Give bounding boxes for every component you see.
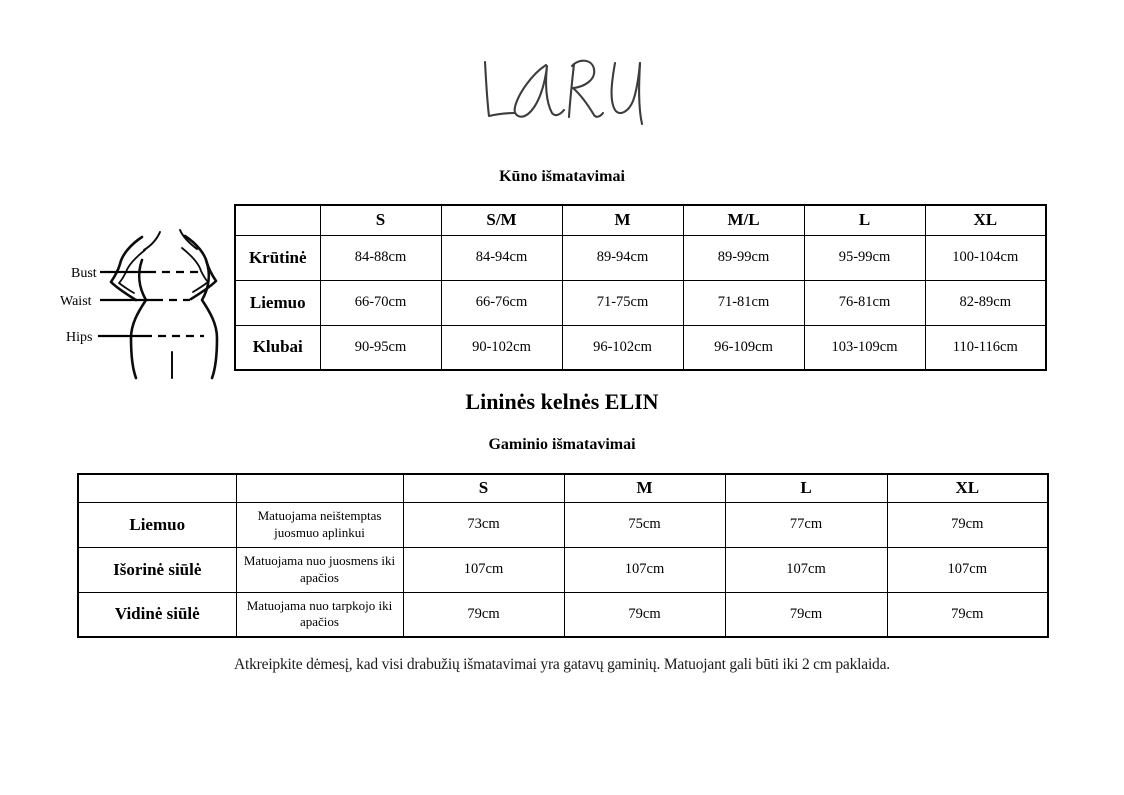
table-row: Išorinė siūlė Matuojama nuo juosmens iki… [77,546,1049,593]
table-header-row: S M L XL [77,473,1049,503]
description-cell: Matuojama nuo tarpkojo iki apačios [235,591,404,638]
tolerance-disclaimer: Atkreipkite dėmesį, kad visi drabužių iš… [234,656,890,673]
size-column-header: XL [924,204,1047,236]
value-cell: 71-81cm [682,279,805,326]
brand-logo [0,52,1124,136]
product-measurements-subtitle: Gaminio išmatavimai [488,436,636,453]
description-cell: Matuojama neištemptas juosmuo aplinkui [235,501,404,548]
value-cell: 89-99cm [682,234,805,281]
value-cell: 79cm [886,591,1049,638]
value-cell: 107cm [402,546,565,593]
table-row: Liemuo Matuojama neištemptas juosmuo apl… [77,501,1049,548]
value-cell: 90-102cm [440,324,563,371]
product-title: Lininės kelnės ELIN [465,389,659,414]
value-cell: 100-104cm [924,234,1047,281]
row-label: Krūtinė [234,234,321,281]
row-label: Liemuo [77,501,237,548]
value-cell: 90-95cm [319,324,442,371]
value-cell: 96-102cm [561,324,684,371]
value-cell: 107cm [886,546,1049,593]
value-cell: 77cm [724,501,888,548]
value-cell: 79cm [402,591,565,638]
value-cell: 75cm [563,501,726,548]
value-cell: 76-81cm [803,279,926,326]
size-column-header: M [561,204,684,236]
table-row: Liemuo 66-70cm 66-76cm 71-75cm 71-81cm 7… [234,279,1047,326]
description-cell: Matuojama nuo juosmens iki apačios [235,546,404,593]
value-cell: 110-116cm [924,324,1047,371]
body-measurements-title: Kūno išmatavimai [499,168,625,185]
value-cell: 107cm [563,546,726,593]
value-cell: 79cm [563,591,726,638]
value-cell: 73cm [402,501,565,548]
body-figure-diagram: Bust Waist Hips [56,226,242,382]
table-row: Krūtinė 84-88cm 84-94cm 89-94cm 89-99cm … [234,234,1047,281]
hips-label: Hips [66,330,92,345]
value-cell: 95-99cm [803,234,926,281]
corner-cell [234,204,321,236]
value-cell: 84-94cm [440,234,563,281]
body-measurements-table: S S/M M M/L L XL Krūtinė 84-88cm 84-94cm… [234,204,1047,371]
value-cell: 79cm [886,501,1049,548]
size-column-header: M [563,473,726,503]
table-row: Klubai 90-95cm 90-102cm 96-102cm 96-109c… [234,324,1047,371]
value-cell: 82-89cm [924,279,1047,326]
value-cell: 79cm [724,591,888,638]
table-row: Vidinė siūlė Matuojama nuo tarpkojo iki … [77,591,1049,638]
value-cell: 71-75cm [561,279,684,326]
row-label: Išorinė siūlė [77,546,237,593]
value-cell: 103-109cm [803,324,926,371]
size-column-header: S [319,204,442,236]
value-cell: 84-88cm [319,234,442,281]
torso-outline-icon: Bust Waist Hips [60,229,219,380]
corner-cell [77,473,237,503]
value-cell: 66-76cm [440,279,563,326]
size-column-header: L [724,473,888,503]
laru-script-logo-icon [483,59,644,126]
value-cell: 89-94cm [561,234,684,281]
size-column-header: M/L [682,204,805,236]
row-label: Liemuo [234,279,321,326]
value-cell: 66-70cm [319,279,442,326]
waist-label: Waist [60,294,92,309]
corner-cell [235,473,404,503]
value-cell: 96-109cm [682,324,805,371]
row-label: Vidinė siūlė [77,591,237,638]
product-measurements-table: S M L XL Liemuo Matuojama neištemptas ju… [77,473,1049,638]
row-label: Klubai [234,324,321,371]
size-column-header: L [803,204,926,236]
table-header-row: S S/M M M/L L XL [234,204,1047,236]
size-column-header: S [402,473,565,503]
bust-label: Bust [71,266,97,281]
size-column-header: XL [886,473,1049,503]
size-column-header: S/M [440,204,563,236]
value-cell: 107cm [724,546,888,593]
